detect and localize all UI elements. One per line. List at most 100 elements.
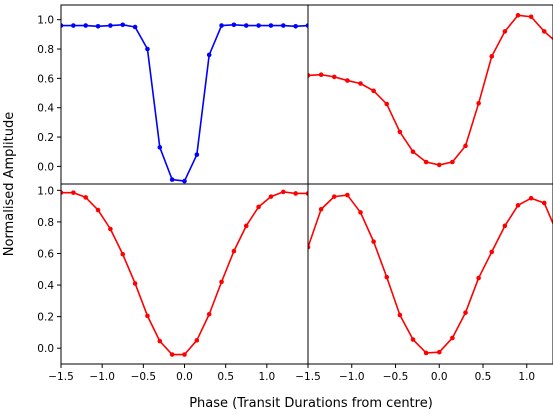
data-point <box>268 23 274 28</box>
plot-area <box>308 192 553 356</box>
data-point <box>231 248 237 254</box>
data-point <box>371 239 376 244</box>
x-tick-label: 1.0 <box>258 371 275 383</box>
y-tick-label: 0.0 <box>37 343 54 355</box>
data-point <box>293 23 298 29</box>
data-point <box>219 23 224 28</box>
data-point <box>71 190 76 195</box>
y-tick-label: 1.0 <box>37 185 54 197</box>
data-point <box>120 22 126 28</box>
series-line <box>61 191 308 356</box>
data-point <box>305 191 308 196</box>
data-point <box>423 350 429 356</box>
panel-bottom-left: 0.0 0.2 0.4 0.6 0.8 1.0 −1.5 −1.0 −0.5 0.0 0.5 1.0 <box>37 183 309 383</box>
y-tick-label: 0.4 <box>37 280 54 292</box>
series-line <box>61 24 308 182</box>
data-point <box>331 74 337 80</box>
data-point <box>182 352 187 357</box>
panel-top-left: 0.0 0.2 0.4 0.6 0.8 1.0 <box>37 4 309 185</box>
data-point <box>256 23 261 28</box>
data-point <box>489 249 495 255</box>
data-point <box>318 206 324 212</box>
x-tick-label: 0.5 <box>475 371 492 383</box>
panel-frame <box>60 4 309 185</box>
data-point <box>281 23 286 28</box>
data-point <box>423 159 429 165</box>
data-point <box>194 152 200 157</box>
data-point <box>308 73 311 78</box>
data-point <box>476 275 481 281</box>
data-point <box>182 178 187 184</box>
x-tick-label: 0.0 <box>176 371 193 383</box>
data-point <box>528 14 534 20</box>
data-point <box>83 195 88 200</box>
data-point <box>61 23 64 28</box>
data-point <box>281 189 286 195</box>
y-tick-label: 0.2 <box>37 132 54 144</box>
data-point <box>206 311 212 317</box>
data-point <box>358 81 363 86</box>
data-point <box>194 338 200 343</box>
data-point <box>541 200 547 206</box>
data-point <box>305 23 308 28</box>
y-tick-label: 0.8 <box>37 217 54 229</box>
data-point <box>132 281 138 286</box>
data-point <box>397 129 403 135</box>
plot-area <box>61 189 308 357</box>
series-line <box>308 194 553 354</box>
data-point <box>450 159 455 165</box>
y-axis-label: Normalised Amplitude <box>2 112 17 256</box>
data-point <box>463 143 468 149</box>
data-point <box>502 223 508 229</box>
panel-frame <box>307 4 553 185</box>
data-point <box>256 204 261 210</box>
data-point <box>502 29 508 34</box>
data-point <box>145 46 150 52</box>
data-point <box>108 226 113 232</box>
data-point <box>120 251 126 257</box>
data-point <box>157 145 163 150</box>
data-point <box>345 192 350 198</box>
x-tick-label: −1.5 <box>295 371 321 383</box>
data-point <box>169 177 175 182</box>
data-point <box>397 312 403 318</box>
x-tick-label: −1.5 <box>48 371 74 383</box>
y-tick-label: 1.0 <box>37 15 54 27</box>
panel-top-right <box>307 4 553 185</box>
series-line <box>308 14 553 166</box>
data-point <box>515 203 521 208</box>
data-point <box>515 12 521 18</box>
data-point <box>541 29 547 34</box>
data-point <box>132 24 138 30</box>
data-point <box>331 194 337 199</box>
data-point <box>243 223 249 229</box>
data-point <box>83 23 88 28</box>
x-tick-label: 1.0 <box>518 371 535 383</box>
x-tick-label: −0.5 <box>131 371 157 383</box>
data-point <box>268 194 274 199</box>
data-point <box>293 191 298 196</box>
plot-area <box>308 12 553 168</box>
data-point <box>358 210 363 215</box>
x-tick-label: −0.5 <box>383 371 409 383</box>
y-tick-label: 0.4 <box>37 103 54 115</box>
data-point <box>489 54 495 59</box>
data-point <box>476 101 481 106</box>
data-point <box>95 207 101 213</box>
data-point <box>157 338 163 344</box>
data-point <box>145 313 150 319</box>
y-tick-label: 0.6 <box>37 73 54 85</box>
y-tick-label: 0.6 <box>37 248 54 260</box>
plot-area <box>61 22 308 184</box>
x-tick-label: −1.0 <box>339 371 365 383</box>
data-point <box>410 149 416 155</box>
data-point <box>410 337 416 342</box>
y-tick-label: 0.2 <box>37 312 54 324</box>
data-point <box>384 101 390 107</box>
data-point <box>95 23 101 29</box>
data-point <box>384 274 390 280</box>
data-point <box>436 349 442 355</box>
panels-group: 0.00.20.40.60.81.00.00.20.40.60.81.0−1.5… <box>37 4 553 383</box>
data-point <box>61 190 64 195</box>
